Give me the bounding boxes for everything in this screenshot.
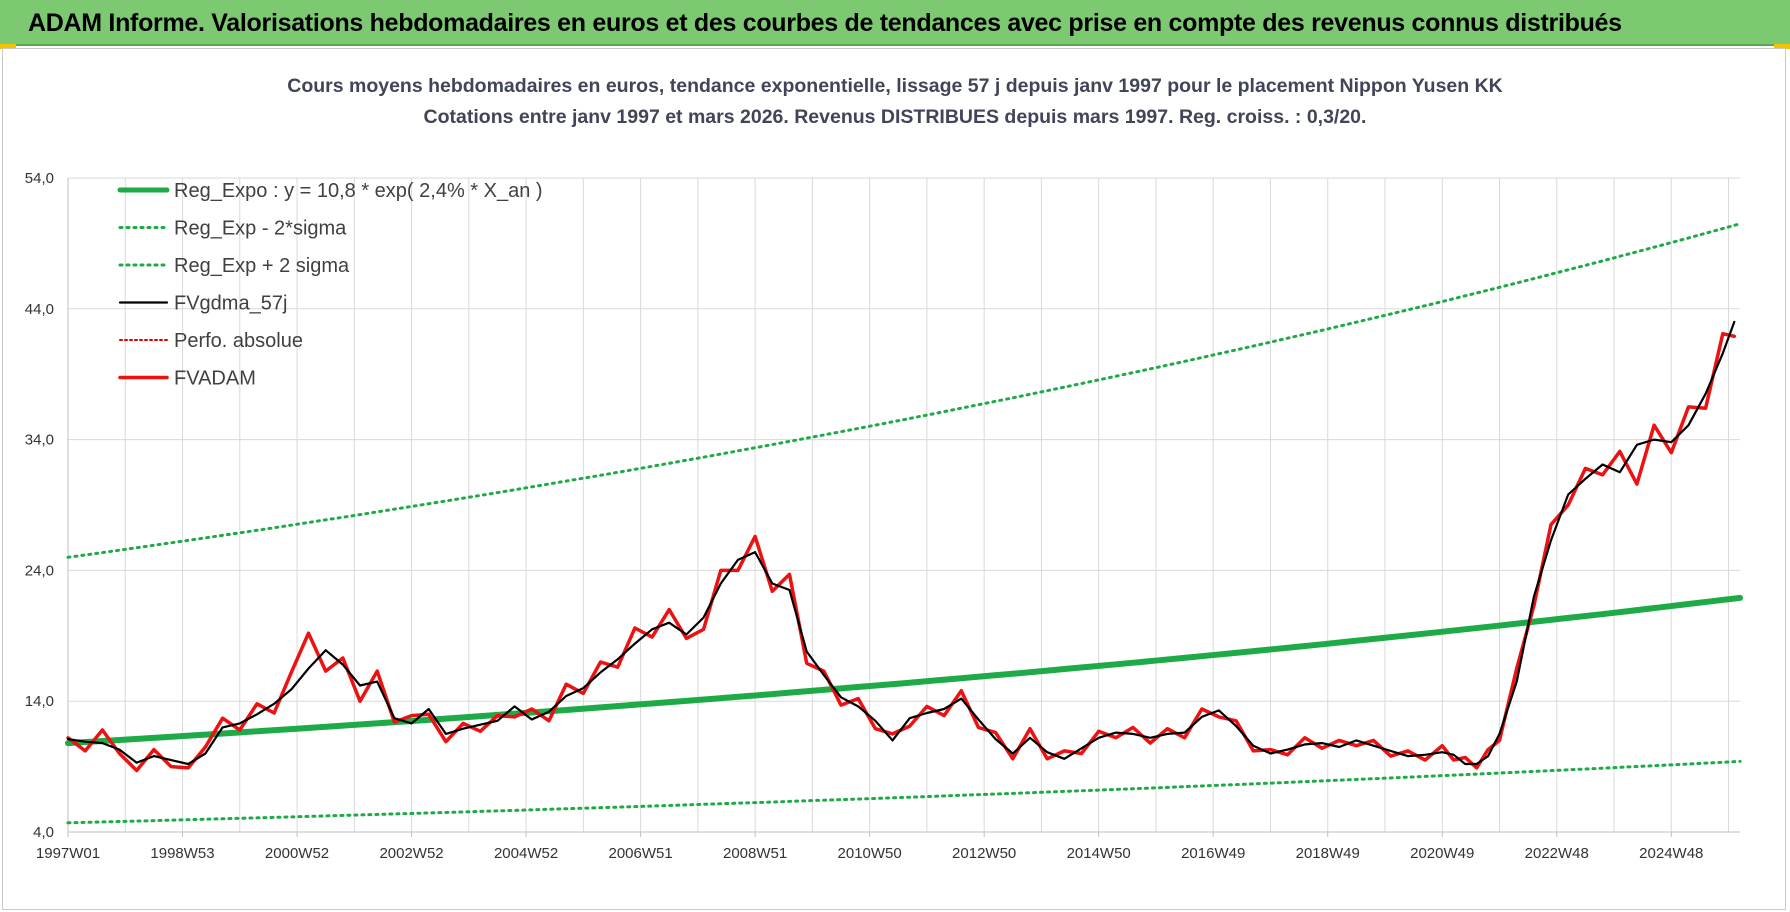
x-tick-label: 2024W48 — [1639, 845, 1703, 862]
chart-frame — [2, 48, 1786, 910]
series-line-fvgdma-57j — [66, 320, 1736, 766]
x-tick-label: 2010W50 — [838, 845, 902, 862]
chart-title: Cours moyens hebdomadaires en euros, ten… — [287, 75, 1503, 97]
legend-label-perfo-absolue: Perfo. absolue — [174, 330, 303, 352]
axes: 4,0 14,0 24,0 34,0 44,0 54,0 1997W01 1998W53 200… — [25, 170, 1740, 862]
legend-label-reg-exp-2-sigma: Reg_Exp + 2 sigma — [174, 255, 350, 277]
corner-marker-top-left — [0, 44, 16, 49]
header-banner: ADAM Informe. Valorisations hebdomadaire… — [0, 0, 1790, 46]
x-tick-label: 2004W52 — [494, 845, 558, 862]
corner-marker-top-right — [1774, 44, 1790, 49]
y-tick-label: 54,0 — [25, 170, 54, 187]
legend-label-fvadam: FVADAM — [174, 368, 256, 390]
x-tick-label: 2022W48 — [1525, 845, 1589, 862]
series-group — [65, 222, 1743, 825]
legend-label-reg-exp-2-sigma: Reg_Exp - 2*sigma — [174, 218, 347, 240]
legend-label-fvgdma-57j: FVgdma_57j — [174, 293, 287, 315]
series-line-reg-expo-y-10-8-exp-2-4-x-an — [65, 594, 1743, 747]
x-tick-label: 2006W51 — [608, 845, 672, 862]
legend: Reg_Expo : y = 10,8 * exp( 2,4% * X_an )… — [117, 180, 543, 390]
x-tick-label: 1998W53 — [150, 845, 214, 862]
x-tick-label: 2014W50 — [1067, 845, 1131, 862]
x-tick-label: 2016W49 — [1181, 845, 1245, 862]
x-tick-label: 2018W49 — [1296, 845, 1360, 862]
x-tick-label: 2020W49 — [1410, 845, 1474, 862]
x-tick-label: 2008W51 — [723, 845, 787, 862]
series-line-fvadam — [66, 331, 1737, 773]
y-tick-label: 14,0 — [25, 693, 54, 710]
x-tick-label: 2012W50 — [952, 845, 1016, 862]
x-tick-label: 2000W52 — [265, 845, 329, 862]
page-title: ADAM Informe. Valorisations hebdomadaire… — [28, 9, 1622, 37]
y-tick-label: 44,0 — [25, 301, 54, 318]
y-tick-label: 4,0 — [33, 824, 54, 841]
series-line-reg-exp-2-sigma — [66, 759, 1742, 825]
y-tick-label: 24,0 — [25, 562, 54, 579]
x-tick-label: 2002W52 — [379, 845, 443, 862]
legend-label-reg-expo-y-10-8-exp-2-4-x-an: Reg_Expo : y = 10,8 * exp( 2,4% * X_an ) — [174, 180, 543, 202]
y-tick-label: 34,0 — [25, 432, 54, 449]
x-tick-label: 1997W01 — [36, 845, 100, 862]
series-line-reg-exp-2-sigma — [66, 222, 1742, 559]
chart-subtitle: Cotations entre janv 1997 et mars 2026. … — [424, 106, 1367, 128]
